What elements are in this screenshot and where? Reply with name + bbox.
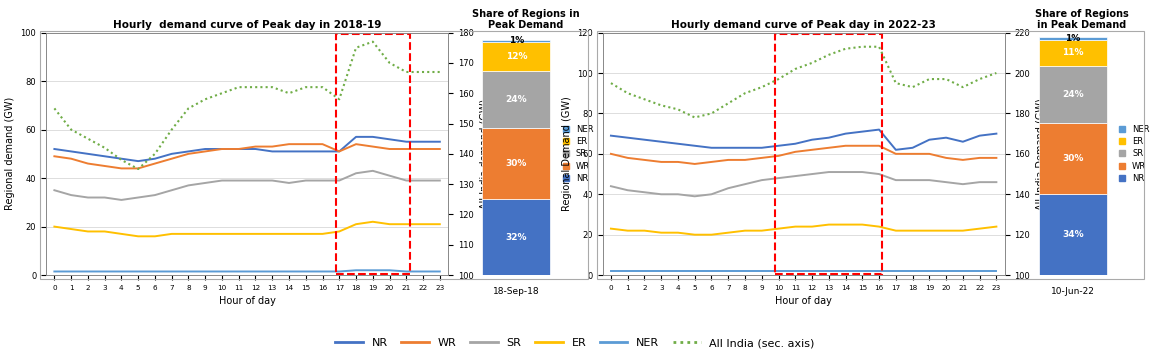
Bar [336, 34, 409, 274]
Y-axis label: Regional Demand (GW): Regional Demand (GW) [561, 97, 572, 211]
Text: 10-Jun-22: 10-Jun-22 [1051, 287, 1095, 296]
Text: 12%: 12% [506, 52, 527, 61]
Text: 1%: 1% [1065, 34, 1081, 43]
Text: 24%: 24% [506, 94, 527, 104]
Bar [482, 199, 550, 275]
Bar [482, 40, 550, 42]
Legend: NER, ER, SR, WR, NR: NER, ER, SR, WR, NR [559, 121, 597, 186]
Title: Hourly demand curve of Peak day in 2022-23: Hourly demand curve of Peak day in 2022-… [672, 20, 936, 30]
Title: Share of Regions
in Peak Demand: Share of Regions in Peak Demand [1035, 9, 1129, 30]
Y-axis label: All India Demand (GW): All India Demand (GW) [1036, 98, 1045, 210]
Bar [1038, 40, 1106, 66]
Bar [1038, 194, 1106, 275]
Title: Share of Regions in
Peak Demand: Share of Regions in Peak Demand [472, 9, 580, 30]
Bar [1038, 123, 1106, 194]
Text: 30%: 30% [506, 159, 527, 168]
Text: 32%: 32% [506, 232, 527, 241]
Text: 11%: 11% [1063, 48, 1083, 57]
X-axis label: Hour of day: Hour of day [218, 296, 276, 306]
Y-axis label: All India demand (GW): All India demand (GW) [480, 99, 490, 209]
Text: 18-Sep-18: 18-Sep-18 [493, 287, 539, 296]
Bar [1038, 37, 1106, 40]
Bar [482, 128, 550, 199]
Bar [1038, 66, 1106, 123]
Title: Hourly  demand curve of Peak day in 2018-19: Hourly demand curve of Peak day in 2018-… [113, 20, 382, 30]
Bar [482, 42, 550, 71]
Legend: NR, WR, SR, ER, NER, All India (sec. axis): NR, WR, SR, ER, NER, All India (sec. axi… [331, 334, 819, 353]
Legend: NER, ER, SR, WR, NR: NER, ER, SR, WR, NR [1116, 121, 1150, 186]
X-axis label: Hour of day: Hour of day [775, 296, 833, 306]
Y-axis label: Regional demand (GW): Regional demand (GW) [5, 97, 15, 210]
Text: 24%: 24% [1063, 90, 1083, 99]
Bar [482, 71, 550, 128]
Text: 1%: 1% [508, 37, 524, 45]
Text: 30%: 30% [1063, 154, 1083, 163]
Text: 34%: 34% [1063, 230, 1083, 239]
Bar [775, 34, 882, 274]
